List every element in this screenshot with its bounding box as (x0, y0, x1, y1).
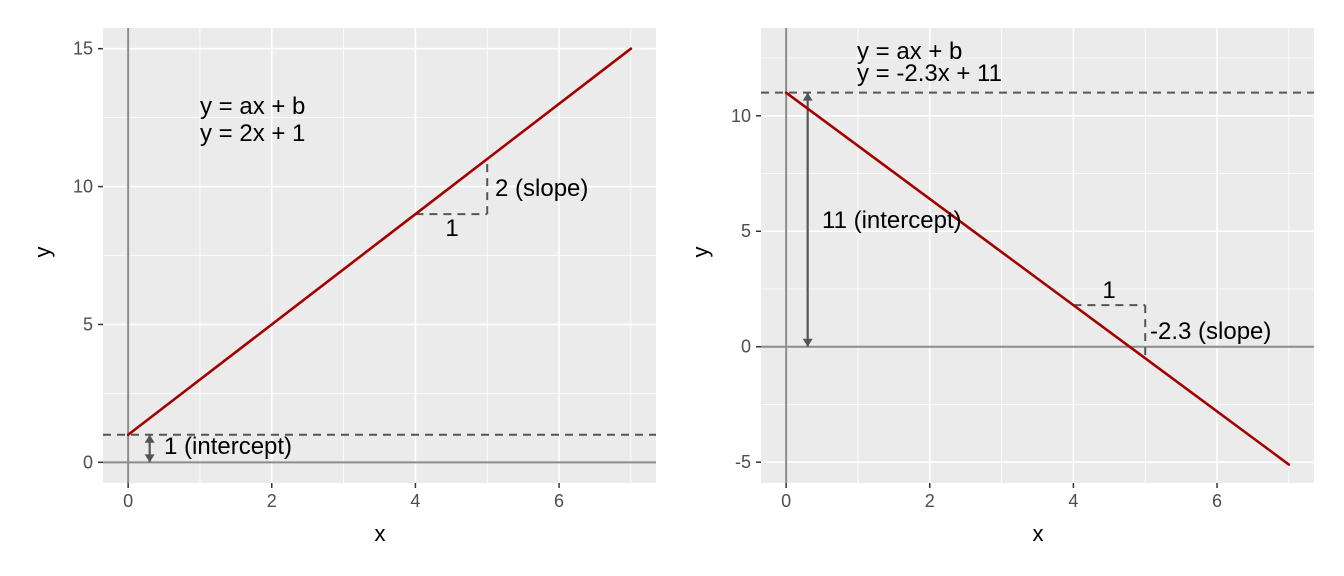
equation-specific: y = -2.3x + 11 (857, 60, 1002, 87)
series-lines (784, 91, 1291, 466)
y-tick-label: 10 (731, 106, 751, 126)
annotation-shapes (103, 158, 656, 463)
intercept-arrow-head (802, 92, 813, 101)
reference-axes (761, 28, 1314, 483)
intercept-arrow-head (144, 454, 155, 463)
x-tick-label: 2 (925, 491, 935, 511)
y-tick-label: 15 (73, 39, 93, 59)
y-tick-label: 5 (741, 221, 751, 241)
y-tick-label: 5 (83, 314, 93, 334)
series-line (126, 47, 633, 437)
chart-panel-left: 0 2 4 6 0 5 10 15 x y y = ax + b y = 2x + 1 1 (… (30, 28, 656, 546)
x-tick-label: 6 (554, 491, 564, 511)
annotation-shapes (761, 91, 1314, 359)
plot-background (761, 28, 1314, 483)
y-tick-label: 0 (741, 337, 751, 357)
x-axis-label: x (1033, 521, 1044, 546)
intercept-label: 1 (intercept) (164, 433, 292, 460)
slope-label: 2 (slope) (495, 175, 588, 202)
x-tick-label: 4 (410, 491, 420, 511)
intercept-label: 11 (intercept) (822, 207, 962, 234)
slope-label: -2.3 (slope) (1150, 318, 1271, 345)
equation-general: y = ax + b (857, 38, 962, 65)
axis-ticks: 0 2 4 6 0 5 10 15 (73, 39, 564, 511)
equation-general: y = ax + b (200, 93, 305, 120)
chart-panel-right: 0 2 4 6 -5 0 5 10 x y y = ax + b y = -2.3x + 11… (688, 28, 1314, 546)
y-tick-label: -5 (735, 452, 751, 472)
y-tick-label: 10 (73, 177, 93, 197)
series-line (784, 91, 1291, 466)
x-tick-label: 2 (267, 491, 277, 511)
y-axis-label: y (30, 247, 55, 258)
x-tick-label: 4 (1068, 491, 1078, 511)
x-tick-label: 0 (123, 491, 133, 511)
equation-specific: y = 2x + 1 (200, 120, 305, 147)
reference-axes (103, 28, 656, 483)
intercept-arrow-head (144, 434, 155, 443)
y-axis-label: y (688, 247, 713, 258)
run-label: 1 (445, 215, 458, 242)
axis-ticks: 0 2 4 6 -5 0 5 10 (731, 106, 1222, 511)
x-tick-label: 0 (781, 491, 791, 511)
y-tick-label: 0 (83, 452, 93, 472)
series-lines (126, 47, 633, 437)
x-tick-label: 6 (1212, 491, 1222, 511)
intercept-arrow-head (802, 338, 813, 347)
run-label: 1 (1102, 277, 1115, 304)
x-axis-label: x (375, 521, 386, 546)
